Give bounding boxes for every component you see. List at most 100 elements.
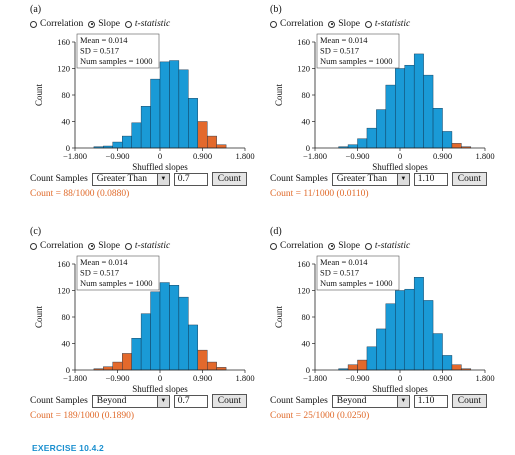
radio-button-icon[interactable] [124, 20, 132, 28]
count-result: Count = 88/1000 (0.0880) [30, 189, 130, 199]
threshold-input[interactable]: 0.7 [173, 394, 208, 408]
x-tick-label: −0.900 [106, 151, 130, 161]
radio-t-statistic[interactable]: t-statistic [124, 19, 170, 29]
summary-stat-num: Num samples = 1000 [320, 278, 393, 288]
radio-button-icon[interactable] [88, 242, 96, 250]
histogram-bar [413, 53, 424, 149]
histogram-bar [404, 288, 415, 371]
histogram-bar [140, 106, 151, 149]
dropdown-arrow-icon[interactable]: ▼ [396, 395, 409, 407]
tail-bar [122, 353, 132, 371]
radio-button-icon[interactable] [364, 242, 372, 250]
histogram-bar [140, 313, 151, 371]
summary-stats-box [76, 255, 160, 291]
y-tick-label: 80 [62, 90, 71, 100]
y-tick-label: 160 [297, 37, 310, 47]
radio-slope[interactable]: Slope [88, 19, 120, 29]
tail-bar [207, 135, 217, 149]
tail-bar [451, 364, 462, 371]
x-axis-label: Shuffled slopes [132, 384, 188, 394]
summary-stat-sd: SD = 0.517 [80, 268, 119, 278]
tail-bar [197, 349, 208, 371]
y-axis-label: Count [274, 84, 284, 107]
count-samples-label: Count Samples [30, 174, 88, 184]
radio-slope[interactable]: Slope [328, 241, 360, 251]
radio-label: Slope [338, 19, 360, 29]
count-samples-controls: Count Samples Greater Than ▼ 1.10 Count [270, 172, 488, 186]
comparison-select[interactable]: Beyond ▼ [91, 394, 170, 408]
radio-label: Correlation [40, 241, 84, 251]
radio-button-icon[interactable] [30, 242, 37, 250]
dropdown-arrow-icon[interactable]: ▼ [156, 173, 169, 185]
threshold-input[interactable]: 0.7 [173, 172, 208, 186]
radio-correlation[interactable]: Correlation [270, 19, 323, 29]
histogram-bar [178, 69, 189, 149]
y-tick-label: 0 [306, 143, 310, 153]
radio-button-icon[interactable] [364, 20, 372, 28]
radio-button-icon[interactable] [270, 20, 277, 28]
histogram-bar [169, 60, 180, 149]
histogram-chart: 0 40 80 120 160 −1.800 −0.900 0 0.900 1.800 Shuffl… [274, 33, 495, 172]
tail-bar [207, 361, 217, 371]
radio-button-icon[interactable] [328, 242, 336, 250]
y-axis-label: Count [34, 84, 44, 107]
radio-correlation[interactable]: Correlation [270, 241, 323, 251]
x-tick-label: −0.900 [346, 151, 370, 161]
radio-slope[interactable]: Slope [328, 19, 360, 29]
histogram-chart: 0 40 80 120 160 −1.800 −0.900 0 0.900 1.800 Shuffl… [274, 255, 495, 394]
radio-t-statistic[interactable]: t-statistic [364, 19, 411, 29]
count-result: Count = 25/1000 (0.0250) [270, 411, 370, 421]
x-tick-label: 1.800 [235, 373, 254, 383]
dropdown-arrow-icon[interactable]: ▼ [396, 173, 409, 185]
panel-label: (a) [30, 4, 42, 15]
radio-button-icon[interactable] [88, 20, 96, 28]
summary-stat-num: Num samples = 1000 [80, 56, 153, 66]
comparison-select[interactable]: Greater Than ▼ [91, 172, 170, 186]
radio-button-icon[interactable] [328, 20, 336, 28]
y-tick-label: 40 [62, 339, 71, 349]
x-tick-label: −1.800 [303, 373, 327, 383]
x-tick-label: −0.900 [106, 373, 130, 383]
tail-bar [216, 144, 227, 149]
count-button[interactable]: Count [211, 172, 248, 186]
y-axis-label: Count [34, 306, 44, 329]
tail-bar [112, 361, 123, 371]
radio-t-statistic[interactable]: t-statistic [124, 241, 170, 251]
tail-bar [103, 366, 113, 371]
histogram-bar [413, 277, 424, 371]
x-tick-label: 0.900 [193, 373, 212, 383]
x-tick-label: 1.800 [475, 373, 494, 383]
count-button[interactable]: Count [211, 394, 248, 408]
x-tick-label: −1.800 [63, 373, 87, 383]
x-axis-label: Shuffled slopes [132, 162, 188, 172]
comparison-select[interactable]: Greater Than ▼ [331, 172, 410, 186]
radio-correlation[interactable]: Correlation [30, 241, 83, 251]
comparison-select[interactable]: Beyond ▼ [331, 394, 410, 408]
radio-button-icon[interactable] [270, 242, 277, 250]
radio-label: t-statistic [374, 19, 411, 29]
y-tick-label: 120 [57, 286, 70, 296]
histogram-bar [357, 138, 368, 149]
count-button[interactable]: Count [451, 172, 488, 186]
threshold-input[interactable]: 1.10 [413, 394, 448, 408]
radio-button-icon[interactable] [30, 20, 37, 28]
dropdown-arrow-icon[interactable]: ▼ [156, 395, 169, 407]
count-button[interactable]: Count [451, 394, 488, 408]
summary-stats-box [316, 255, 400, 291]
comparison-select-value: Beyond [336, 396, 367, 406]
radio-button-icon[interactable] [124, 242, 132, 250]
histogram-bar [366, 346, 377, 371]
statistic-radio-group: Correlation Slope t-statistic [30, 19, 175, 31]
threshold-input[interactable]: 1.10 [413, 172, 448, 186]
radio-t-statistic[interactable]: t-statistic [364, 241, 410, 251]
histogram-bar [150, 78, 161, 149]
count-result: Count = 189/1000 (0.1890) [30, 411, 135, 421]
count-samples-controls: Count Samples Beyond ▼ 0.7 Count [30, 394, 248, 408]
summary-stats-box [316, 33, 400, 69]
radio-correlation[interactable]: Correlation [30, 19, 83, 29]
radio-slope[interactable]: Slope [88, 241, 120, 251]
panel-label: (d) [270, 226, 282, 237]
y-tick-label: 0 [66, 365, 70, 375]
histogram-bar [395, 290, 405, 371]
histogram-bar [112, 141, 123, 149]
